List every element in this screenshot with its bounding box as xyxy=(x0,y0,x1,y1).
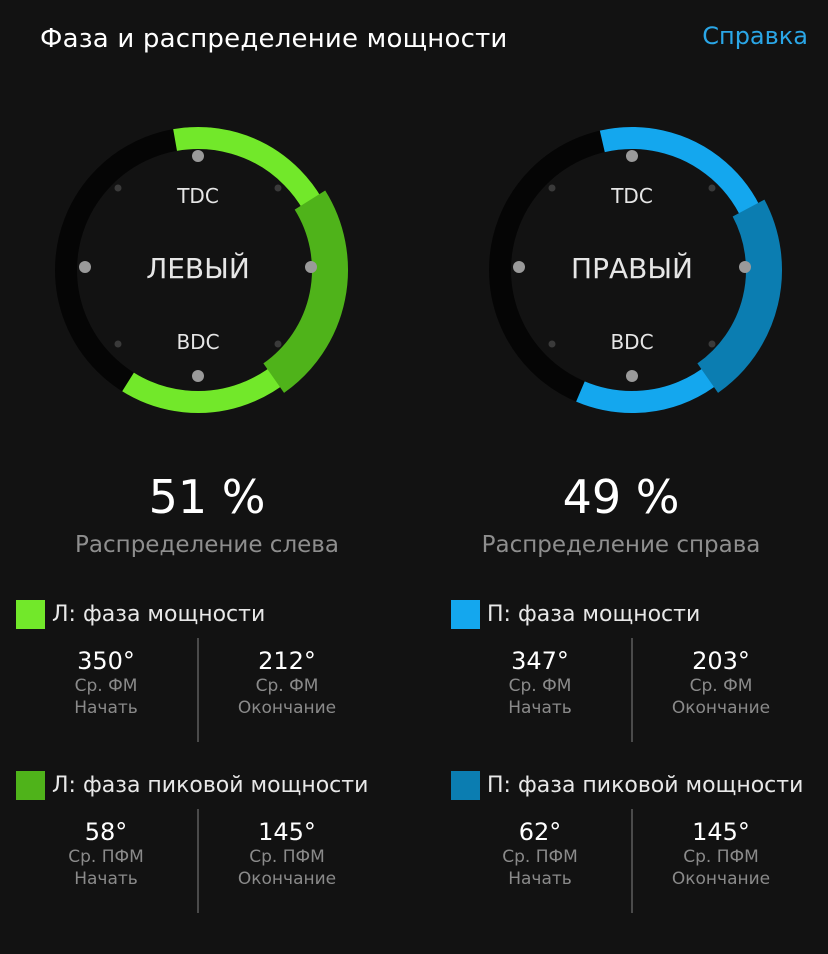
left-power-phase-swatch xyxy=(16,599,45,629)
metric-value: 145° xyxy=(258,818,316,846)
metric-value: 145° xyxy=(692,818,750,846)
tick-dot xyxy=(305,261,317,273)
metric-value: 58° xyxy=(84,818,128,846)
tick-dot-small xyxy=(708,340,716,348)
right-pp-end-metric: 203° Ср. ФМ Окончание xyxy=(631,647,811,719)
left-pp-start-metric: 350° Ср. ФМ Начать xyxy=(16,647,196,719)
tick-dot xyxy=(79,261,91,273)
right-peak-power-phase-arc xyxy=(697,199,782,393)
right-power-phase-swatch xyxy=(451,599,480,629)
left-distribution-label: Распределение слева xyxy=(75,532,339,558)
metric-value: 350° xyxy=(77,647,135,675)
tick-dot-small xyxy=(548,340,556,348)
divider xyxy=(631,809,633,913)
metric-label: Ср. ФМ xyxy=(74,676,138,696)
right-dial-ticks xyxy=(513,150,751,382)
left-peak-power-phase-swatch xyxy=(16,770,45,800)
right-distribution-label: Распределение справа xyxy=(481,532,761,558)
tick-dot-small xyxy=(114,184,122,192)
left-peak-power-phase-header: Л: фаза пиковой мощности xyxy=(16,769,368,801)
left-balance-percent: 51 % xyxy=(148,470,266,524)
metric-sublabel: Начать xyxy=(74,869,138,889)
left-power-phase-dial: TDC ЛЕВЫЙ BDC xyxy=(38,110,358,430)
tick-dot xyxy=(626,150,638,162)
left-tdc-label: TDC xyxy=(177,184,219,208)
left-ppp-start-metric: 58° Ср. ПФМ Начать xyxy=(16,818,196,890)
page-title: Фаза и распределение мощности xyxy=(40,24,508,54)
divider xyxy=(631,638,633,742)
right-balance-percent: 49 % xyxy=(562,470,680,524)
tick-dot-small xyxy=(114,340,122,348)
right-power-phase-header: П: фаза мощности xyxy=(451,598,700,630)
metric-sublabel: Начать xyxy=(508,869,572,889)
tick-dot-small xyxy=(548,184,556,192)
right-dial-label: ПРАВЫЙ xyxy=(571,252,693,285)
right-peak-power-phase-header: П: фаза пиковой мощности xyxy=(451,769,803,801)
left-bdc-label: BDC xyxy=(176,330,220,354)
left-peak-power-phase-arc xyxy=(263,190,348,393)
help-link[interactable]: Справка xyxy=(702,22,808,50)
tick-dot xyxy=(739,261,751,273)
right-peak-power-phase-title: П: фаза пиковой мощности xyxy=(487,772,804,798)
metric-label: Ср. ПФМ xyxy=(68,847,144,867)
left-peak-power-phase-title: Л: фаза пиковой мощности xyxy=(52,772,369,798)
right-dial-graphic xyxy=(489,127,782,413)
tick-dot xyxy=(626,370,638,382)
metric-sublabel: Окончание xyxy=(671,869,771,889)
left-ppp-end-metric: 145° Ср. ПФМ Окончание xyxy=(197,818,377,890)
metric-label: Ср. ФМ xyxy=(255,676,319,696)
right-tdc-label: TDC xyxy=(611,184,653,208)
tick-dot-small xyxy=(274,340,282,348)
tick-dot xyxy=(513,261,525,273)
metric-label: Ср. ФМ xyxy=(689,676,753,696)
metric-sublabel: Начать xyxy=(74,698,138,718)
metric-sublabel: Начать xyxy=(508,698,572,718)
tick-dot-small xyxy=(708,184,716,192)
metric-label: Ср. ПФМ xyxy=(249,847,325,867)
right-ppp-start-metric: 62° Ср. ПФМ Начать xyxy=(450,818,630,890)
left-power-phase-title: Л: фаза мощности xyxy=(52,601,266,627)
right-power-phase-title: П: фаза мощности xyxy=(487,601,701,627)
right-power-phase-dial: TDC ПРАВЫЙ BDC xyxy=(472,110,792,430)
tick-dot-small xyxy=(274,184,282,192)
left-dial-ticks xyxy=(79,150,317,382)
metric-value: 62° xyxy=(518,818,562,846)
left-power-phase-header: Л: фаза мощности xyxy=(16,598,265,630)
metric-sublabel: Окончание xyxy=(237,869,337,889)
tick-dot xyxy=(192,150,204,162)
divider xyxy=(197,809,199,913)
metric-value: 347° xyxy=(511,647,569,675)
right-peak-power-phase-swatch xyxy=(451,770,480,800)
tick-dot xyxy=(192,370,204,382)
left-dial-label: ЛЕВЫЙ xyxy=(146,252,250,285)
metric-sublabel: Окончание xyxy=(671,698,771,718)
metric-sublabel: Окончание xyxy=(237,698,337,718)
right-pp-start-metric: 347° Ср. ФМ Начать xyxy=(450,647,630,719)
metric-label: Ср. ФМ xyxy=(508,676,572,696)
metric-value: 212° xyxy=(258,647,316,675)
divider xyxy=(197,638,199,742)
right-bdc-label: BDC xyxy=(610,330,654,354)
metric-label: Ср. ПФМ xyxy=(502,847,578,867)
metric-label: Ср. ПФМ xyxy=(683,847,759,867)
left-pp-end-metric: 212° Ср. ФМ Окончание xyxy=(197,647,377,719)
right-ppp-end-metric: 145° Ср. ПФМ Окончание xyxy=(631,818,811,890)
left-dial-graphic xyxy=(55,127,348,413)
metric-value: 203° xyxy=(692,647,750,675)
